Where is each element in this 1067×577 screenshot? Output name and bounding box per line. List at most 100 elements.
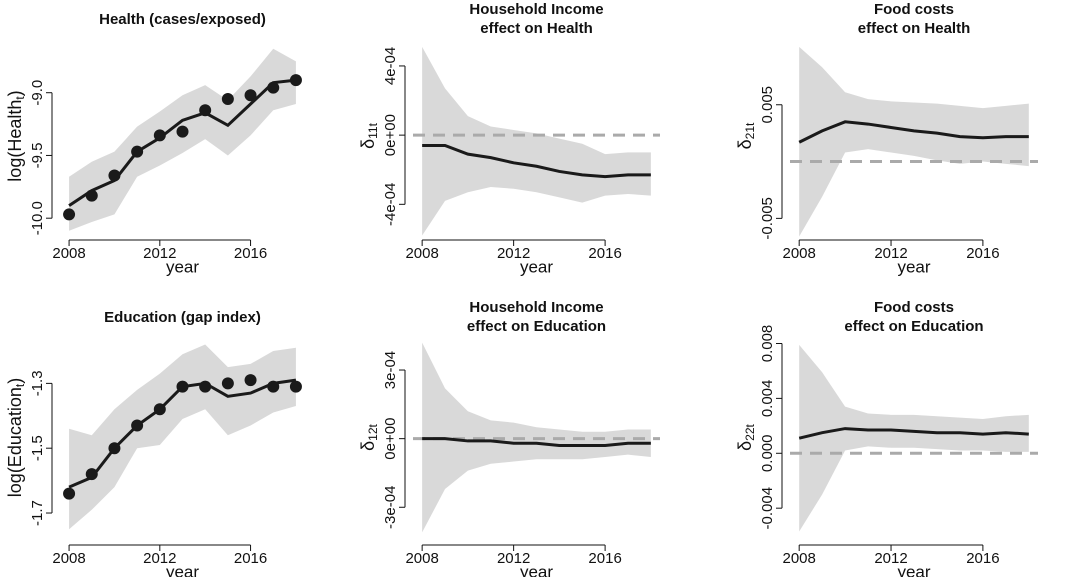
y-tick-label: 0.008 [759, 325, 776, 363]
y-axis-title: δ22t [735, 423, 757, 450]
observed-point [176, 380, 189, 393]
chart-title: Health (cases/exposed) [99, 11, 266, 28]
observed-point [108, 169, 121, 182]
observed-point [85, 468, 98, 481]
y-axis-title-part: ) [5, 90, 25, 96]
x-tick-label: 2012 [143, 245, 176, 262]
observed-point [221, 92, 234, 105]
confidence-band [69, 344, 296, 530]
y-axis-title-part: δ [358, 441, 378, 451]
observed-point [131, 145, 144, 158]
confidence-band [69, 48, 296, 231]
y-tick-label: 4e-04 [382, 47, 399, 85]
x-tick-label: 2012 [497, 550, 530, 567]
y-tick-label: -10.0 [29, 201, 46, 235]
x-tick-label: 2008 [52, 245, 85, 262]
y-axis-title-part: 22t [743, 423, 757, 440]
y-axis-title: δ11t [358, 122, 380, 148]
y-axis-title-part: log(Health [5, 100, 25, 182]
chart-title: Education (gap index) [104, 309, 261, 326]
chart-title: effect on Education [467, 318, 606, 335]
chart-title: effect on Health [858, 20, 971, 37]
y-tick-label: -1.3 [29, 370, 46, 396]
x-tick-label: 2012 [874, 245, 907, 262]
y-axis-title: δ12t [358, 423, 380, 450]
y-axis-title-part: δ [358, 139, 378, 149]
y-axis-title-part: δ [735, 441, 755, 451]
x-tick-label: 2016 [966, 245, 999, 262]
observed-point [221, 377, 234, 390]
x-tick-label: 2008 [405, 550, 438, 567]
estimate-line [798, 120, 1029, 144]
y-tick-label: -0.004 [759, 487, 776, 530]
y-axis-title-part: log(Education [5, 387, 25, 497]
observed-point [63, 208, 76, 221]
estimate-line [422, 144, 651, 179]
observed-point [244, 374, 257, 387]
chart-title: Household Income [469, 299, 603, 316]
observed-point [108, 442, 121, 455]
x-axis-title: year [520, 562, 553, 577]
x-tick-label: 2008 [405, 245, 438, 262]
chart-title: Food costs [874, 299, 954, 316]
y-tick-label: -4e-04 [382, 183, 399, 226]
observed-point [153, 403, 166, 416]
y-axis-title-part: 21t [743, 122, 757, 139]
y-axis-title-part: t [13, 96, 27, 100]
y-tick-label: -3e-04 [382, 486, 399, 529]
observed-point [289, 380, 302, 393]
observed-point [267, 81, 280, 94]
y-axis-title-part: δ [735, 139, 755, 149]
y-axis-title: log(Educationt) [5, 378, 27, 497]
x-tick-label: 2016 [234, 550, 267, 567]
chart-title: Food costs [874, 1, 954, 18]
y-axis-title-part: ) [5, 378, 25, 384]
y-tick-label: -1.7 [29, 500, 46, 526]
estimate-line [68, 78, 297, 207]
x-tick-label: 2008 [782, 245, 815, 262]
y-tick-label: -1.5 [29, 435, 46, 461]
observed-point [244, 89, 257, 102]
y-axis-title-part: 11t [366, 122, 380, 138]
observed-point [199, 104, 212, 117]
chart-title: effect on Education [844, 318, 983, 335]
x-axis-title: year [166, 562, 199, 577]
chart-title: Household Income [469, 1, 603, 18]
x-axis-title: year [897, 257, 930, 276]
x-tick-label: 2012 [143, 550, 176, 567]
observed-point [131, 419, 144, 432]
y-tick-label: 0e+00 [382, 418, 399, 460]
observed-point [289, 74, 302, 87]
y-tick-label: -9.0 [29, 80, 46, 106]
y-axis-title-part: 12t [366, 423, 380, 440]
x-tick-label: 2008 [782, 550, 815, 567]
y-tick-label: -0.005 [759, 197, 776, 240]
y-axis-title-part: t [13, 383, 27, 387]
estimate-line [422, 437, 651, 448]
x-tick-label: 2016 [588, 245, 621, 262]
x-tick-label: 2016 [234, 245, 267, 262]
observed-point [153, 129, 166, 142]
chart-title: effect on Health [480, 20, 593, 37]
x-tick-label: 2012 [874, 550, 907, 567]
observed-point [85, 189, 98, 202]
observed-point [199, 380, 212, 393]
x-axis-title: year [520, 257, 553, 276]
y-tick-label: 0.004 [759, 380, 776, 418]
y-tick-label: 0.000 [759, 435, 776, 473]
estimate-line [798, 427, 1029, 440]
observed-point [267, 380, 280, 393]
y-tick-label: -9.5 [29, 143, 46, 169]
x-tick-label: 2012 [497, 245, 530, 262]
x-tick-label: 2016 [966, 550, 999, 567]
x-tick-label: 2008 [52, 550, 85, 567]
x-axis-title: year [166, 257, 199, 276]
observed-point [176, 125, 189, 138]
y-axis-title: log(Healtht) [5, 90, 27, 181]
y-tick-label: 0.005 [759, 86, 776, 124]
confidence-band [422, 46, 651, 236]
confidence-band [799, 46, 1029, 237]
observed-point [63, 487, 76, 500]
x-tick-label: 2016 [588, 550, 621, 567]
